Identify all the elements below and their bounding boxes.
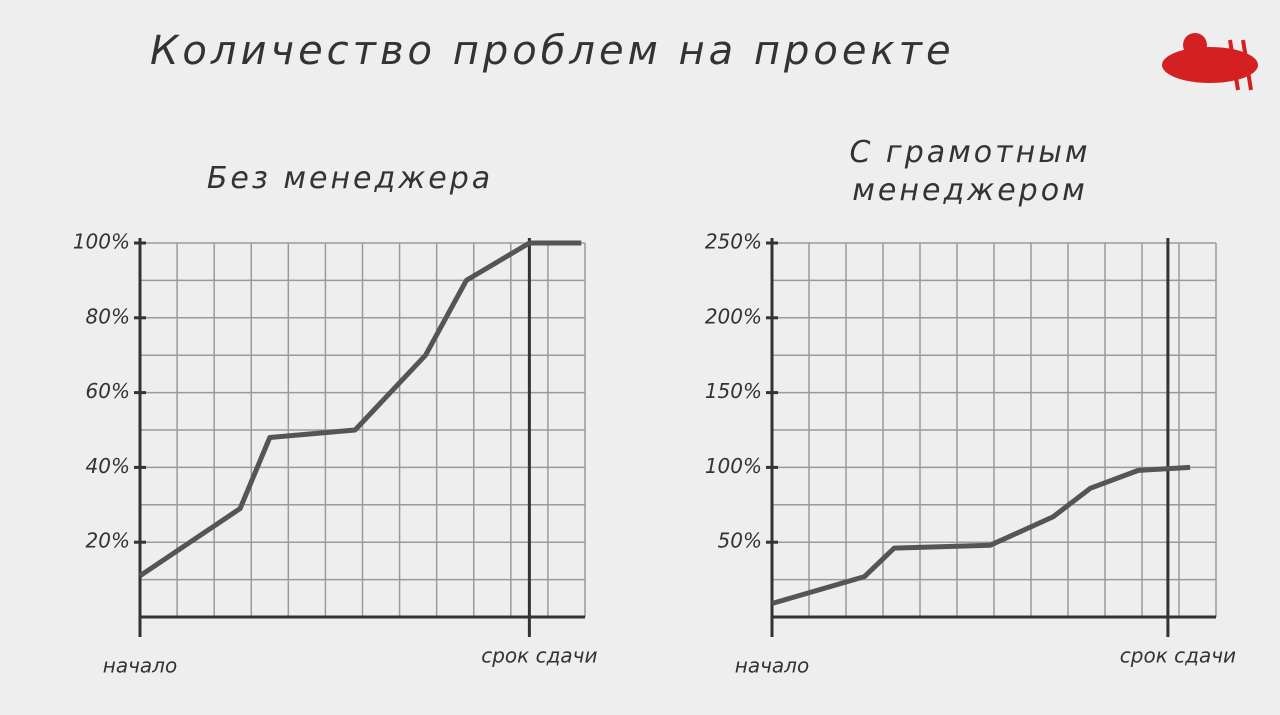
x-tick-label: начало (103, 654, 177, 678)
y-tick-label: 60% (86, 379, 130, 403)
x-tick-label: срок сдачи (481, 644, 597, 668)
data-line (138, 240, 582, 578)
chart-subtitle: С грамотным менеджером (849, 135, 1091, 208)
y-tick-label: 20% (86, 529, 130, 553)
y-tick-label: 100% (705, 454, 762, 478)
x-tick-label: начало (735, 654, 809, 678)
y-tick-label: 250% (705, 230, 762, 254)
logo (1162, 33, 1258, 91)
y-tick-label: 100% (73, 230, 130, 254)
y-tick-label: 200% (705, 304, 762, 328)
chart-subtitle: Без менеджера (206, 161, 494, 196)
page-title: Количество проблем на проекте (150, 28, 955, 74)
data-line (771, 464, 1191, 606)
y-tick-label: 80% (86, 304, 130, 328)
x-tick-label: срок сдачи (1120, 644, 1236, 668)
y-tick-label: 40% (86, 454, 130, 478)
y-tick-label: 50% (718, 529, 762, 553)
y-tick-label: 150% (705, 379, 762, 403)
